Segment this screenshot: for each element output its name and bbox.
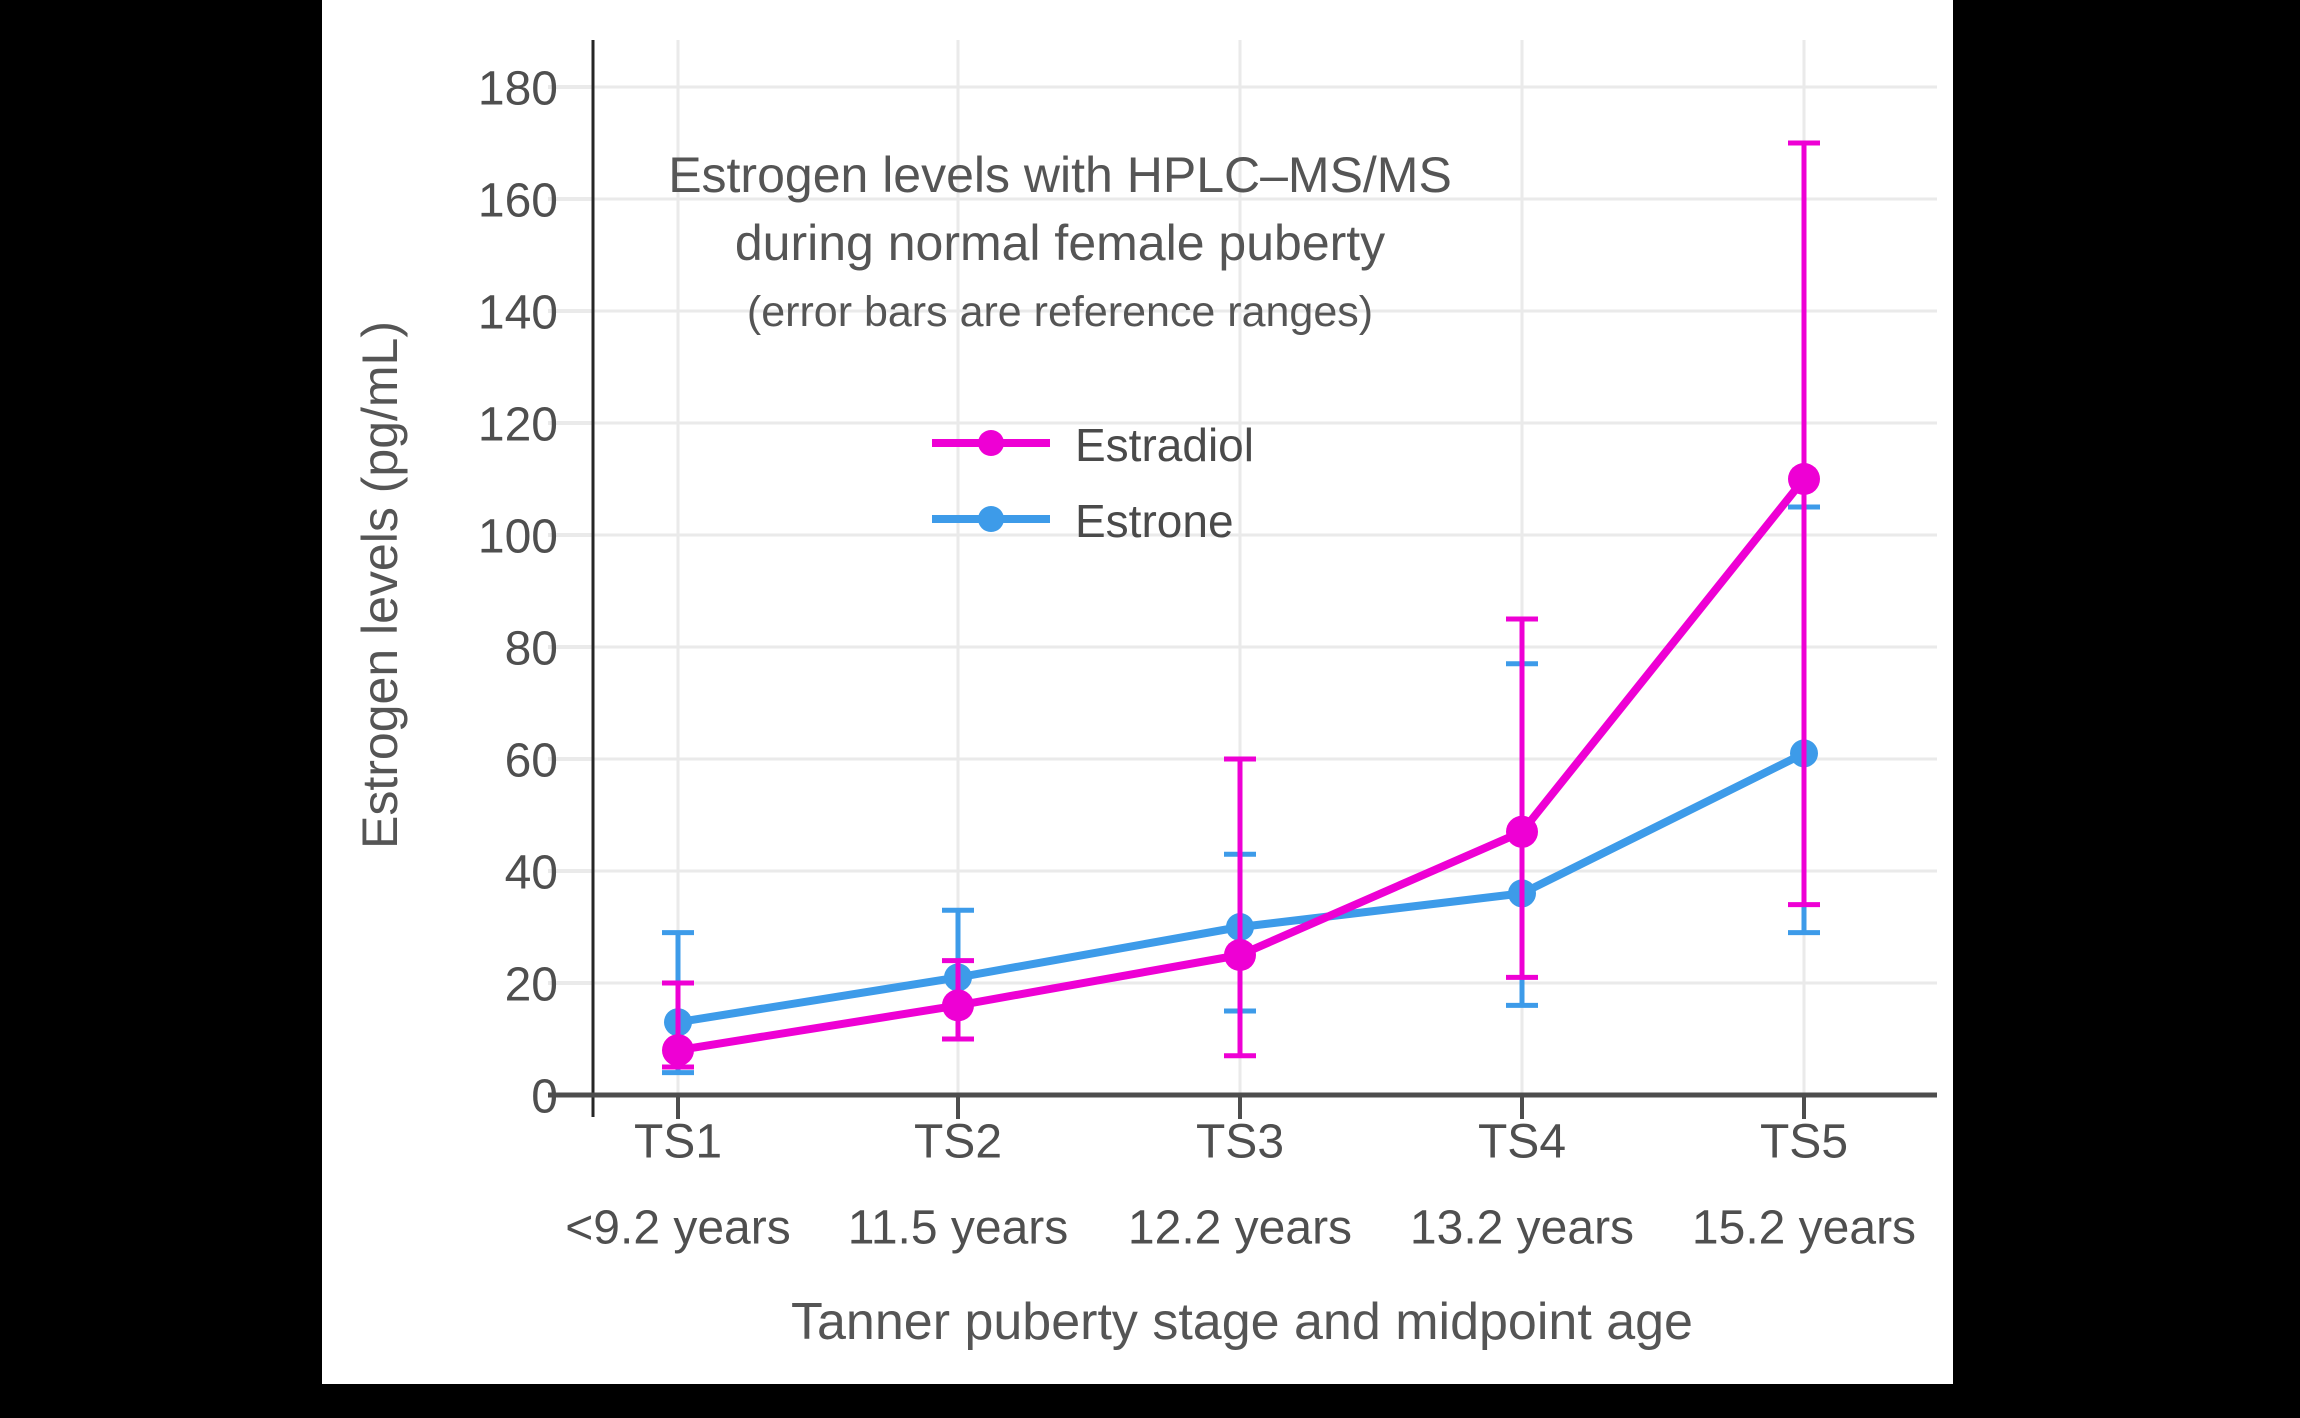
x-sublabel: 15.2 years	[1692, 1202, 1916, 1255]
x-sublabel: 12.2 years	[1128, 1202, 1352, 1255]
x-tick-label: TS4	[1478, 1116, 1566, 1169]
y-tick-label: 60	[505, 735, 558, 788]
data-point-estradiol	[1506, 815, 1538, 848]
y-tick-label: 160	[478, 175, 558, 228]
data-point-estradiol	[1788, 463, 1820, 495]
x-axis-title: Tanner puberty stage and midpoint age	[791, 1293, 1693, 1351]
y-tick-label: 100	[478, 511, 558, 564]
y-tick-label: 180	[478, 63, 558, 116]
x-sublabel: <9.2 years	[565, 1202, 790, 1255]
legend-item-estrone: Estrone	[932, 495, 1234, 547]
legend-label-estradiol: Estradiol	[1075, 419, 1254, 471]
data-point-estradiol	[1224, 939, 1256, 971]
legend-marker-dot-estradiol	[978, 430, 1004, 456]
legend-marker-dot-estrone	[978, 506, 1004, 532]
legend: Estradiol Estrone	[932, 419, 1254, 547]
chart-title-line2: during normal female puberty	[735, 215, 1385, 271]
x-sublabel: 13.2 years	[1410, 1202, 1634, 1255]
x-tick-label: TS1	[634, 1116, 722, 1169]
y-tick-label: 20	[505, 959, 558, 1012]
chart-title-line1: Estrogen levels with HPLC–MS/MS	[668, 147, 1452, 203]
x-tick-label: TS3	[1196, 1116, 1284, 1169]
y-tick-label: 40	[505, 847, 558, 900]
y-tick-label: 80	[505, 623, 558, 676]
chart-panel: 20 40 60 80 100 120 140 160 180 0 TS1 <9.2 years TS2…	[322, 0, 1953, 1384]
x-sublabel: 11.5 years	[848, 1202, 1069, 1255]
legend-label-estrone: Estrone	[1075, 495, 1234, 547]
x-tick-label: TS2	[914, 1116, 1002, 1169]
legend-item-estradiol: Estradiol	[932, 419, 1254, 471]
x-tick-label: TS5	[1760, 1116, 1848, 1169]
chart-subtitle: (error bars are reference ranges)	[747, 288, 1373, 336]
y-axis-title: Estrogen levels (pg/mL)	[352, 321, 408, 849]
y-tick-label: 140	[478, 287, 558, 340]
y-tick-label: 120	[478, 399, 558, 452]
data-point-estradiol	[942, 989, 974, 1022]
data-point-estradiol	[662, 1034, 694, 1067]
